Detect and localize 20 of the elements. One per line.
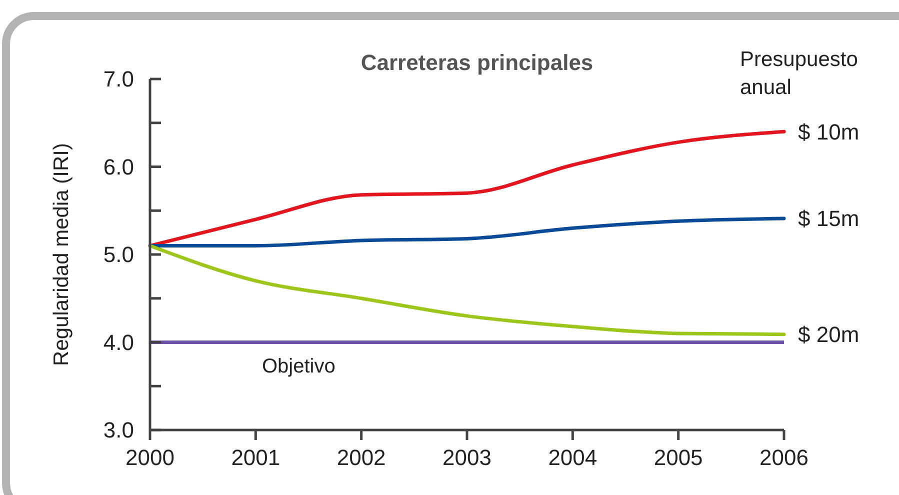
series-label: $ 20m: [798, 322, 860, 348]
y-tick-label: 4.0: [103, 330, 134, 355]
x-tick-label: 2001: [231, 445, 280, 470]
x-tick-label: 2006: [760, 445, 808, 470]
line-series: [148, 244, 786, 336]
y-tick-label: 5.0: [103, 242, 134, 268]
chart-title: Carreteras principales: [360, 50, 594, 75]
x-tick-label: 2002: [336, 445, 386, 470]
y-tick-label: 3.0: [103, 418, 134, 443]
ref-line-label: Objetivo: [262, 355, 336, 378]
x-tick-label: 2003: [442, 445, 492, 470]
y-tick-label: 7.0: [103, 66, 134, 92]
series-label: $ 15m: [798, 206, 860, 232]
x-tick-label: 2005: [654, 445, 703, 470]
legend-title: Presupuesto anual: [740, 48, 858, 99]
y-axis-title: Regularidad media (IRI): [50, 143, 73, 366]
series-label: $ 10m: [798, 119, 860, 144]
y-tick-label: 6.0: [103, 154, 134, 180]
x-tick-label: 2004: [548, 445, 598, 470]
x-tick-label: 2000: [126, 445, 174, 470]
